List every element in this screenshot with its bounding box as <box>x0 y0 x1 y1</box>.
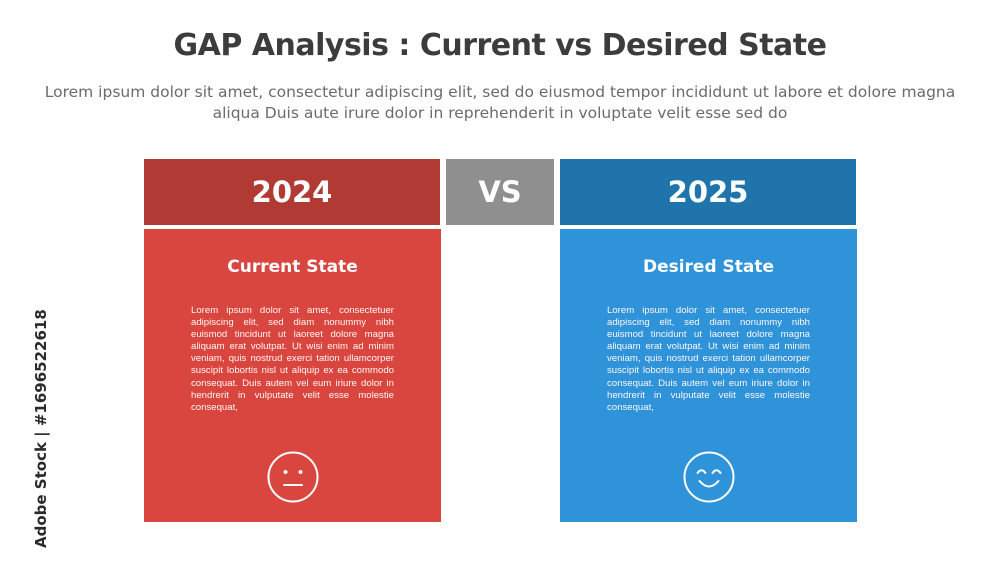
current-state-body: Lorem ipsum dolor sit amet, consectetuer… <box>191 305 394 413</box>
page-title: GAP Analysis : Current vs Desired State <box>173 28 827 63</box>
year-label-current: 2024 <box>251 175 333 209</box>
vs-label: VS <box>478 175 522 209</box>
desired-state-title: Desired State <box>642 257 775 277</box>
desired-state-body: Lorem ipsum dolor sit amet, consectetuer… <box>607 305 810 413</box>
smiling-face-icon <box>683 451 735 503</box>
year-header-desired: 2025 <box>560 159 856 225</box>
stock-watermark-text: Adobe Stock | #1696522618 <box>32 309 50 548</box>
desired-state-card: Desired State Lorem ipsum dolor sit amet… <box>560 229 857 522</box>
year-header-current: 2024 <box>144 159 440 225</box>
page-subtitle: Lorem ipsum dolor sit amet, consectetur … <box>44 83 956 122</box>
year-label-desired: 2025 <box>667 175 749 209</box>
stock-watermark: Adobe Stock | #1696522618 <box>14 309 50 548</box>
current-state-card: Current State Lorem ipsum dolor sit amet… <box>144 229 441 522</box>
current-state-title: Current State <box>227 257 358 277</box>
neutral-face-icon <box>267 451 319 503</box>
vs-header: VS <box>446 159 554 225</box>
